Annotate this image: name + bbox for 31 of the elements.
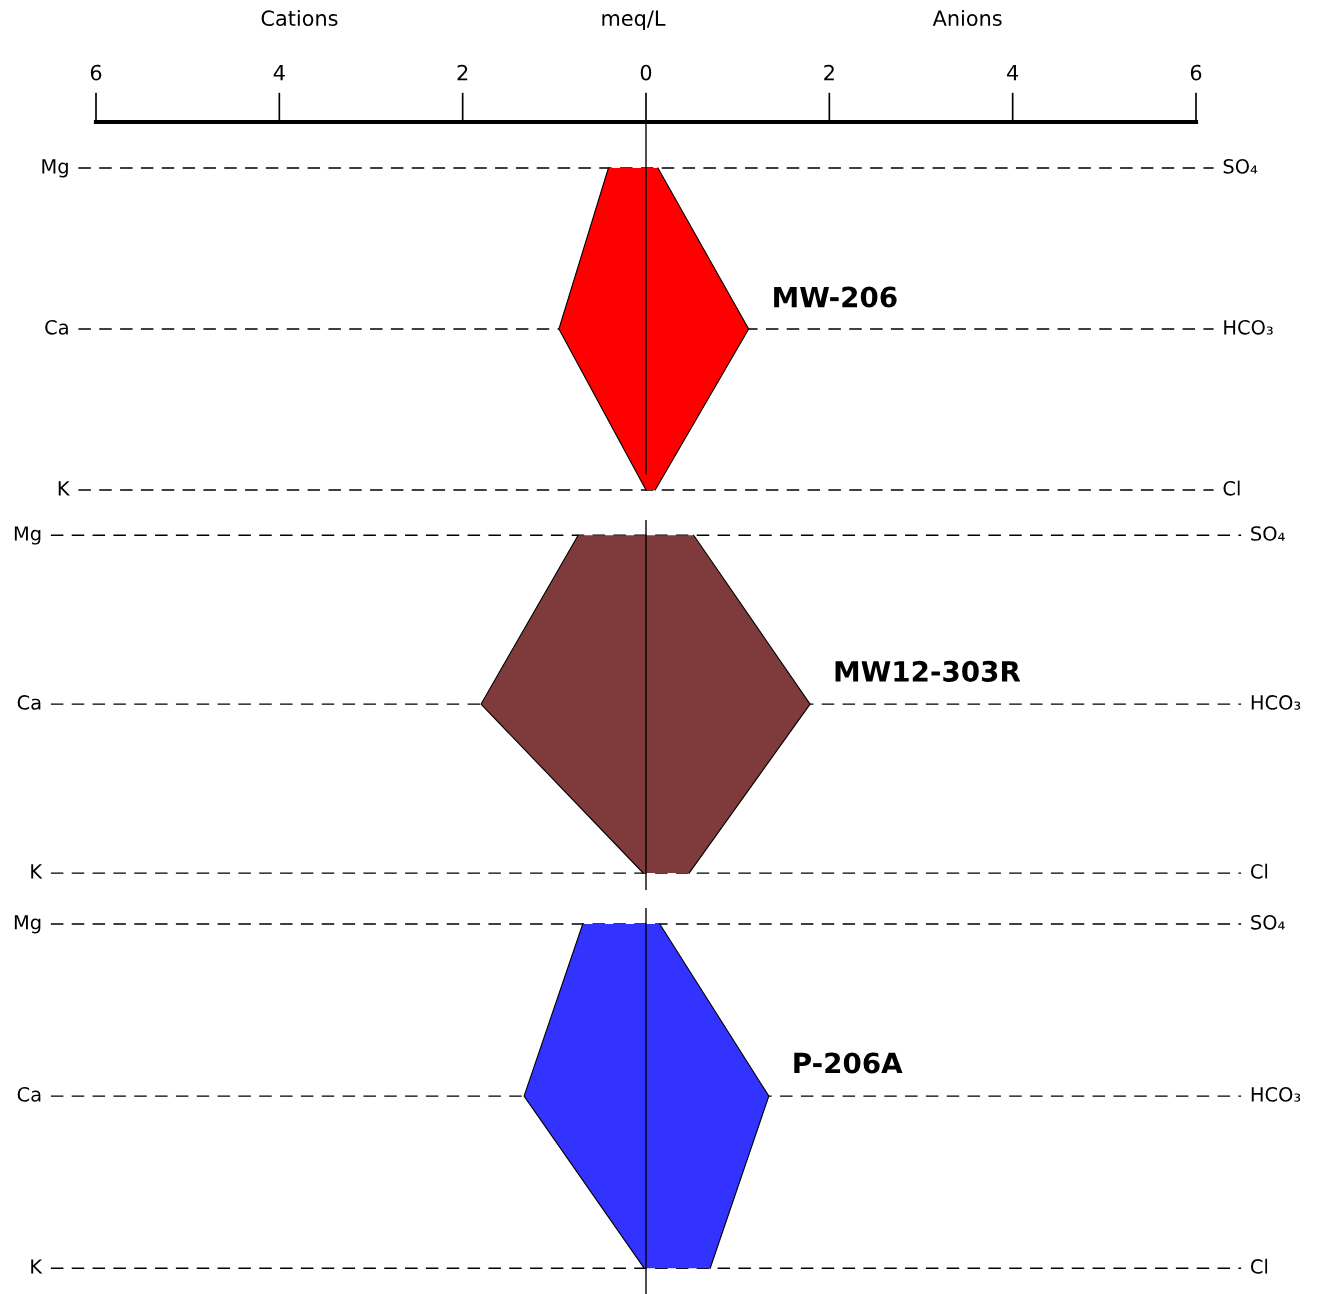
series-label: P-206A <box>794 1052 903 1074</box>
category-label: Mg <box>14 915 41 934</box>
x-tick-label: 6 <box>1190 64 1202 81</box>
y2-tick-label: Cl <box>1250 863 1268 879</box>
series-label: MW-206 <box>774 286 897 308</box>
x-tick-label: 2 <box>824 64 834 81</box>
category-label: K <box>58 481 71 496</box>
series-label: MW12-303R <box>835 660 1021 682</box>
x-axis-title: meq/L <box>602 10 666 31</box>
y2-tick-label: HCO₃ <box>1224 319 1273 335</box>
x-tick-label: 4 <box>273 64 285 81</box>
text: Anions <box>932 9 1002 27</box>
category-label: Ca <box>17 1087 41 1102</box>
category-label: K <box>31 864 43 879</box>
y2-tick-label: SO₄ <box>1251 526 1285 541</box>
x-tick-label: 0 <box>640 64 652 81</box>
category-label: K <box>31 1259 43 1274</box>
x-tick-label: 4 <box>1007 64 1019 81</box>
category-label: Ca <box>45 319 68 335</box>
x-tick-label: 2 <box>457 64 468 81</box>
y2-tick-label: HCO₃ <box>1251 695 1301 710</box>
y2-tick-label: Cl <box>1250 1258 1268 1274</box>
category-label: Mg <box>14 526 41 545</box>
y2-tick-label: Cl <box>1223 480 1240 496</box>
y2-tick-label: SO₄ <box>1251 914 1285 930</box>
text: Cations <box>261 9 338 27</box>
y2-tick-label: HCO₃ <box>1251 1087 1301 1102</box>
x-tick-label: 6 <box>90 64 102 81</box>
category-label: Ca <box>17 695 41 710</box>
category-label: Mg <box>42 159 68 178</box>
y2-tick-label: SO₄ <box>1223 158 1258 174</box>
